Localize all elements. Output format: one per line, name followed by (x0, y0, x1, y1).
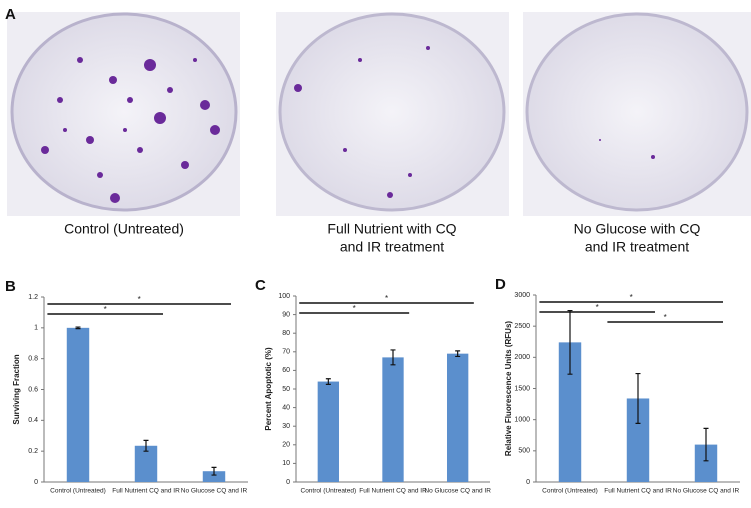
error-bar (75, 326, 81, 330)
y-tick-label: 1 (34, 325, 38, 332)
y-tick-label: 1.2 (28, 294, 38, 301)
photo-full-nutrient (276, 12, 509, 216)
photo-control (7, 12, 240, 216)
bar (202, 471, 226, 482)
panel-label: D (495, 276, 506, 293)
y-axis-title: Relative Fluorescence Units (RFUs) (504, 321, 513, 456)
y-axis-title: Surviving Fraction (12, 354, 21, 424)
panel-label: C (255, 277, 266, 294)
x-tick-label: Control (Untreated) (542, 488, 598, 495)
x-tick-label: Control (Untreated) (301, 488, 357, 495)
bar (694, 444, 718, 482)
error-bar (390, 349, 396, 366)
photo-caption: No Glucose with CQ (574, 221, 701, 237)
error-bar (143, 439, 149, 452)
bar (558, 342, 582, 482)
bar (382, 357, 404, 482)
photo-caption: Control (Untreated) (64, 221, 184, 237)
y-tick-label: 40 (282, 404, 290, 411)
bar (626, 398, 650, 482)
y-tick-label: 1000 (514, 417, 530, 424)
panel-label: B (5, 278, 16, 295)
error-bar (703, 427, 709, 462)
y-tick-label: 30 (282, 423, 290, 430)
y-tick-label: 0 (34, 479, 38, 486)
x-tick-label: No Glucose CQ and IR (673, 488, 740, 495)
significance-mark: * (630, 293, 633, 302)
y-tick-label: 2000 (514, 354, 530, 361)
photo-caption: and IR treatment (585, 239, 689, 255)
y-tick-label: 0 (286, 479, 290, 486)
y-tick-label: 100 (278, 293, 290, 300)
error-bar (211, 466, 217, 476)
significance-mark: * (664, 313, 667, 322)
y-tick-label: 10 (282, 460, 290, 467)
x-tick-label: Full Nutrient CQ and IR (359, 488, 427, 495)
y-tick-label: 20 (282, 442, 290, 449)
y-axis-title: Percent Apoptotic (%) (264, 347, 273, 431)
y-tick-label: 2500 (514, 323, 530, 330)
y-tick-label: 500 (518, 448, 530, 455)
error-bar (455, 350, 461, 358)
y-tick-label: 0.2 (28, 448, 38, 455)
significance-mark: * (104, 305, 107, 314)
bar (66, 327, 90, 482)
y-tick-label: 80 (282, 330, 290, 337)
error-bar (325, 378, 331, 385)
y-tick-label: 1500 (514, 385, 530, 392)
bar (134, 445, 158, 482)
panel-label: A (5, 6, 16, 23)
significance-mark: * (385, 294, 388, 303)
y-tick-label: 3000 (514, 292, 530, 299)
significance-mark: * (138, 295, 141, 304)
photo-caption: Full Nutrient with CQ (327, 221, 456, 237)
x-tick-label: Full Nutrient CQ and IR (112, 488, 180, 495)
y-tick-label: 70 (282, 349, 290, 356)
y-tick-label: 0 (526, 479, 530, 486)
y-tick-label: 0.6 (28, 386, 38, 393)
y-tick-label: 50 (282, 386, 290, 393)
error-bar (567, 309, 573, 375)
x-tick-label: Control (Untreated) (50, 488, 106, 495)
x-tick-label: No Glucose CQ and IR (181, 488, 248, 495)
y-tick-label: 0.4 (28, 417, 38, 424)
error-bar (635, 372, 641, 425)
x-tick-label: No Glucose CQ and IR (424, 488, 491, 495)
photo-caption: and IR treatment (340, 239, 444, 255)
y-tick-label: 0.8 (28, 356, 38, 363)
y-tick-label: 60 (282, 367, 290, 374)
bar (446, 353, 469, 482)
bar (317, 381, 340, 482)
significance-mark: * (353, 304, 356, 313)
photo-no-glucose (523, 12, 751, 216)
significance-mark: * (596, 303, 599, 312)
x-tick-label: Full Nutrient CQ and IR (604, 488, 672, 495)
y-tick-label: 90 (282, 311, 290, 318)
